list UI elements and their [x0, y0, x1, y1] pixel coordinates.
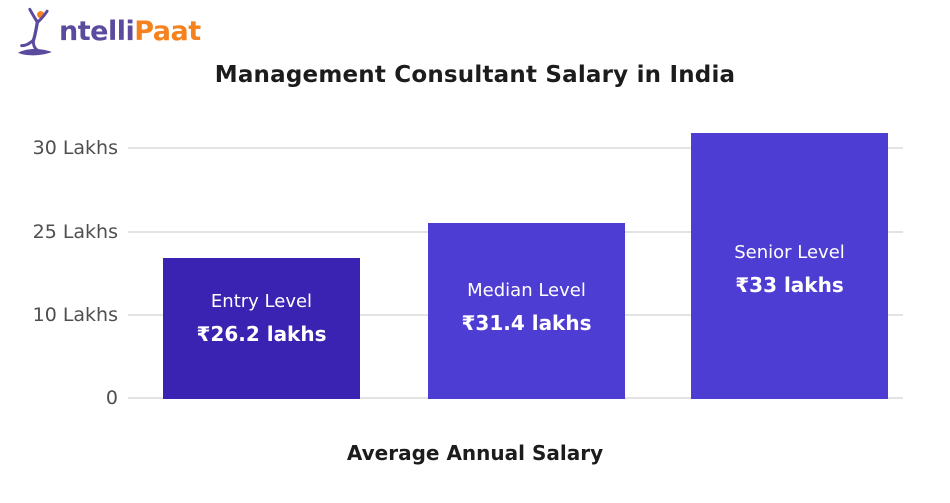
bar-senior-level: Senior Level ₹33 lakhs — [691, 133, 888, 399]
logo-text: ntelliPaat — [59, 7, 201, 57]
leaping-person-icon — [18, 7, 52, 56]
bar-senior-level-value: ₹33 lakhs — [735, 273, 844, 297]
y-tick-10-lakhs: 10 Lakhs — [32, 304, 118, 326]
bar-median-level-label: Median Level — [467, 280, 586, 301]
bar-median-level-value: ₹31.4 lakhs — [461, 311, 592, 335]
bar-entry-level-value: ₹26.2 lakhs — [196, 321, 327, 346]
intellipaat-logo: ntelliPaat — [18, 6, 201, 58]
y-tick-zero: 0 — [105, 387, 118, 409]
bar-entry-level: Entry Level ₹26.2 lakhs — [163, 258, 360, 399]
x-axis-label: Average Annual Salary — [346, 441, 604, 465]
bar-senior-level-label: Senior Level — [734, 242, 845, 263]
logo-text-secondary: Paat — [134, 16, 201, 47]
bar-senior-level-content: Senior Level ₹33 lakhs — [734, 241, 845, 297]
bar-median-level: Median Level ₹31.4 lakhs — [428, 223, 625, 399]
bar-median-level-content: Median Level ₹31.4 lakhs — [461, 279, 591, 335]
logo-text-primary: ntelli — [59, 16, 135, 47]
gridline-30-lakhs — [128, 147, 903, 149]
bar-entry-level-content: Entry Level ₹26.2 lakhs — [196, 290, 326, 346]
bar-entry-level-label: Entry Level — [210, 290, 313, 312]
y-tick-25-lakhs: 25 Lakhs — [32, 221, 118, 243]
chart-title: Management Consultant Salary in India — [214, 62, 736, 88]
y-tick-30-lakhs: 30 Lakhs — [32, 137, 118, 159]
